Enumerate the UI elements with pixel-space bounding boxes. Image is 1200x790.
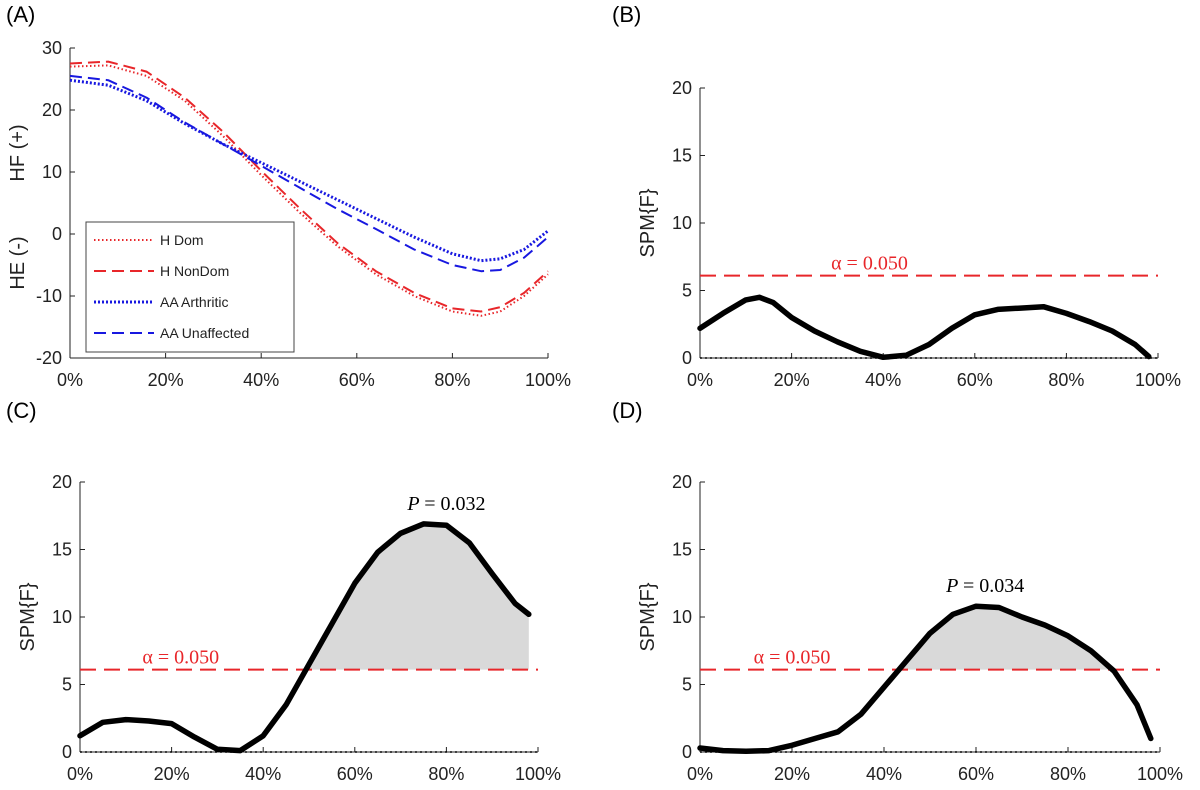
y-axis-label: SPM{F} [637, 582, 659, 651]
panel-label: (A) [6, 2, 35, 27]
x-tick-label: 20% [774, 764, 810, 784]
y-tick-label: 20 [42, 100, 62, 120]
suprathreshold-cluster [305, 523, 529, 670]
x-tick-label: 100% [525, 370, 571, 390]
y-tick-label: 20 [672, 78, 692, 98]
y-tick-label: 5 [682, 281, 692, 301]
spm-curve [697, 603, 1154, 755]
alpha-label: α = 0.050 [754, 647, 831, 669]
panel-c: (C) 20 15 10 5 00% 20% 40% 60% 80% 100% SPM{F} α = 0… [6, 398, 561, 784]
series-line-aa-unaffected [69, 74, 549, 273]
x-tick-label: 40% [865, 370, 901, 390]
series-line-h-nondom [69, 60, 549, 313]
series-line-aa-arthritic [69, 78, 549, 263]
panel-label: (D) [612, 398, 643, 423]
legend-label: AA Unaffected [160, 325, 249, 341]
suprathreshold-cluster [899, 606, 1113, 670]
p-symbol: P [406, 493, 424, 515]
p-symbol: P [945, 575, 963, 597]
x-tick-label: 60% [339, 370, 375, 390]
y-tick-label: 15 [52, 540, 72, 560]
y-tick-label: 5 [682, 675, 692, 695]
y-tick-label: 30 [42, 38, 62, 58]
x-tick-label: 80% [428, 764, 464, 784]
y-tick-label: 0 [682, 348, 692, 368]
legend: H Dom H NonDom AA Arthritic AA Unaffected [85, 221, 295, 353]
x-tick-label: 20% [774, 370, 810, 390]
p-value-label: P = 0.034 [945, 575, 1024, 597]
alpha-label: α = 0.050 [831, 253, 908, 275]
x-tick-label: 100% [1135, 370, 1181, 390]
x-tick-label: 40% [243, 370, 279, 390]
p-value: = 0.032 [424, 493, 485, 515]
y-axis-label-top: HF (+) [7, 124, 29, 181]
y-tick-label: -10 [36, 286, 62, 306]
y-tick-label: -20 [36, 348, 62, 368]
x-tick-label: 0% [687, 764, 713, 784]
y-tick-label: 10 [52, 607, 72, 627]
y-tick-label: 5 [62, 675, 72, 695]
x-tick-label: 100% [515, 764, 561, 784]
legend-box [85, 221, 295, 353]
panel-d: (D) 20 15 10 5 00% 20% 40% 60% 80% 100% SPM{F} α = 0… [612, 398, 1183, 784]
legend-label: H NonDom [160, 263, 229, 279]
legend-label: AA Arthritic [160, 294, 228, 310]
panel-label: (C) [6, 398, 37, 423]
x-tick-label: 80% [434, 370, 470, 390]
y-tick-label: 15 [672, 540, 692, 560]
x-tick-label: 40% [245, 764, 281, 784]
x-tick-label: 20% [148, 370, 184, 390]
y-tick-label: 0 [52, 224, 62, 244]
x-tick-label: 60% [337, 764, 373, 784]
spm-curve [697, 294, 1152, 361]
x-tick-label: 0% [67, 764, 93, 784]
x-tick-label: 20% [154, 764, 190, 784]
x-tick-label: 0% [687, 370, 713, 390]
spm-curve [77, 521, 532, 754]
y-tick-label: 0 [62, 742, 72, 762]
x-tick-label: 100% [1137, 764, 1183, 784]
x-tick-label: 0% [57, 370, 83, 390]
x-tick-label: 80% [1050, 764, 1086, 784]
panel-label: (B) [612, 2, 641, 27]
y-tick-label: 20 [52, 472, 72, 492]
x-tick-label: 60% [958, 764, 994, 784]
x-tick-label: 60% [957, 370, 993, 390]
y-axis-label: SPM{F} [637, 188, 659, 257]
y-tick-label: 10 [672, 607, 692, 627]
y-tick-label: 10 [42, 162, 62, 182]
legend-label: H Dom [160, 232, 204, 248]
p-value: = 0.034 [963, 575, 1024, 597]
y-axis-label-bottom: HE (-) [7, 236, 29, 289]
x-tick-label: 80% [1048, 370, 1084, 390]
x-tick-label: 40% [866, 764, 902, 784]
alpha-label: α = 0.050 [142, 647, 219, 669]
p-value-label: P = 0.032 [406, 493, 485, 515]
panel-a: (A) 30 20 10 0 -10 -200% 20% 40% 60% 80% 100% HF (+)… [6, 2, 571, 390]
y-tick-label: 10 [672, 213, 692, 233]
y-tick-label: 20 [672, 472, 692, 492]
y-tick-label: 15 [672, 146, 692, 166]
panel-b: (B) 20 15 10 5 00% 20% 40% 60% 80% 100% SPM{F} α = 0… [612, 2, 1181, 390]
y-tick-label: 0 [682, 742, 692, 762]
y-axis-label: SPM{F} [17, 582, 39, 651]
series-line-h-dom [69, 64, 549, 317]
